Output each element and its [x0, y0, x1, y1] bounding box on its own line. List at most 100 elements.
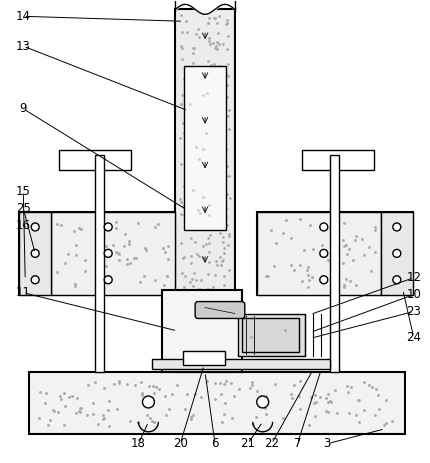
Point	[194, 354, 201, 361]
Point	[214, 19, 221, 27]
Point	[203, 344, 210, 351]
Point	[95, 226, 102, 234]
Point	[161, 281, 168, 288]
Point	[197, 93, 203, 100]
Point	[178, 239, 185, 246]
Point	[265, 282, 272, 289]
Point	[296, 280, 303, 287]
Point	[120, 254, 126, 262]
Point	[143, 412, 150, 419]
Point	[222, 316, 229, 323]
Point	[263, 272, 270, 280]
Point	[102, 219, 109, 226]
Point	[221, 272, 227, 279]
Point	[190, 332, 197, 340]
Point	[211, 353, 218, 360]
Bar	[302, 150, 374, 170]
Point	[183, 174, 190, 181]
Point	[151, 389, 158, 396]
Point	[272, 380, 279, 387]
Point	[305, 263, 312, 270]
Point	[261, 266, 267, 273]
Point	[215, 180, 222, 188]
Point	[203, 312, 210, 319]
Point	[191, 139, 198, 146]
Point	[102, 278, 109, 285]
Point	[36, 388, 43, 396]
Point	[185, 140, 192, 148]
Point	[343, 221, 350, 228]
Point	[82, 220, 89, 228]
Point	[218, 261, 225, 269]
Point	[376, 229, 383, 236]
Point	[164, 273, 171, 280]
Point	[194, 285, 201, 293]
Point	[196, 33, 203, 40]
Circle shape	[393, 250, 401, 257]
Circle shape	[320, 276, 328, 284]
Point	[116, 239, 123, 247]
Point	[210, 65, 217, 73]
Point	[123, 226, 130, 234]
Point	[214, 218, 221, 225]
Point	[190, 269, 197, 277]
Point	[186, 205, 193, 213]
Circle shape	[320, 223, 328, 231]
Point	[119, 217, 126, 225]
Point	[394, 232, 401, 240]
Point	[287, 252, 294, 260]
Point	[276, 221, 283, 229]
Point	[341, 283, 348, 291]
Point	[179, 202, 186, 210]
Point	[183, 144, 190, 151]
Point	[77, 405, 84, 412]
Point	[138, 391, 145, 399]
Point	[179, 269, 186, 277]
Point	[223, 204, 230, 211]
Point	[186, 279, 193, 286]
Point	[273, 244, 280, 251]
Point	[222, 400, 229, 407]
Point	[187, 335, 194, 343]
Point	[192, 310, 199, 317]
Point	[280, 230, 287, 237]
Point	[315, 255, 322, 263]
Point	[326, 225, 333, 232]
Point	[52, 225, 58, 232]
Point	[221, 249, 227, 257]
Point	[217, 229, 224, 237]
Point	[115, 234, 122, 242]
Point	[210, 40, 217, 47]
Point	[338, 272, 345, 280]
Point	[197, 285, 204, 293]
Point	[217, 136, 224, 144]
Point	[193, 288, 200, 295]
Point	[312, 255, 319, 263]
Point	[112, 225, 119, 232]
Point	[52, 280, 59, 287]
Point	[49, 263, 56, 270]
Point	[196, 105, 203, 112]
Point	[138, 378, 145, 385]
Point	[342, 275, 349, 282]
Point	[221, 143, 228, 150]
Point	[223, 221, 230, 229]
Point	[214, 354, 221, 361]
Point	[225, 267, 232, 274]
Point	[214, 45, 221, 53]
Point	[63, 237, 70, 244]
Point	[215, 319, 222, 326]
Point	[375, 216, 382, 224]
Text: 3: 3	[324, 437, 331, 450]
Point	[184, 207, 191, 215]
Point	[207, 189, 214, 196]
Point	[61, 218, 68, 225]
Point	[143, 239, 150, 247]
Point	[178, 318, 184, 325]
Point	[145, 272, 152, 280]
Point	[142, 247, 149, 254]
Point	[197, 176, 204, 184]
Point	[207, 154, 214, 161]
Point	[185, 196, 192, 204]
Point	[197, 212, 204, 219]
